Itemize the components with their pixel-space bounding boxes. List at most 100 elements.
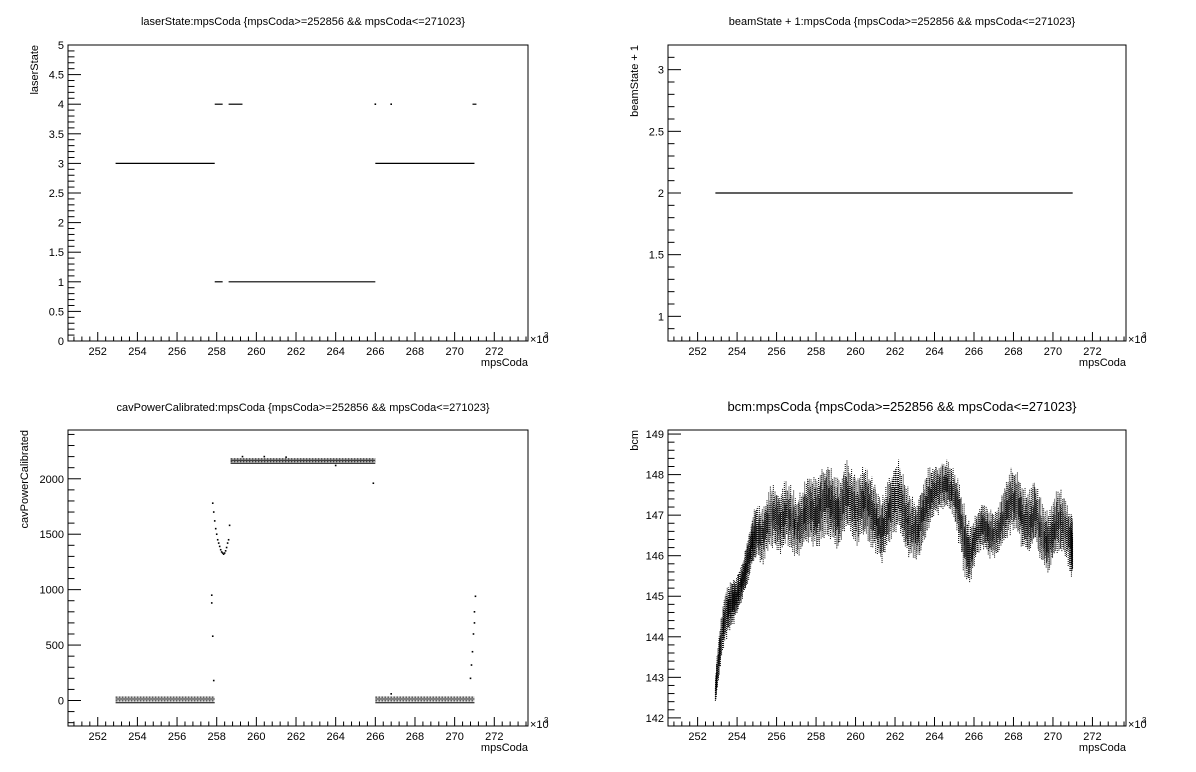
data-point [217, 542, 220, 544]
x-tick-label: 272 [485, 346, 503, 358]
x-tick-label: 252 [89, 731, 107, 743]
data-point [228, 524, 231, 527]
x-tick-label: 270 [1044, 346, 1062, 358]
x-tick-label: 264 [326, 731, 344, 743]
x-exponent-power: 3 [544, 331, 549, 340]
x-tick-label: 254 [728, 346, 746, 358]
x-axis-label: mpsCoda [1079, 357, 1127, 369]
data-point [473, 611, 476, 613]
data-point [334, 464, 337, 467]
x-tick-label: 256 [767, 346, 785, 358]
data-point [211, 635, 214, 638]
x-exponent-power: 3 [544, 716, 549, 725]
data-point [215, 533, 218, 536]
data-point [241, 455, 244, 458]
data-point [473, 622, 476, 624]
data-point [227, 538, 230, 541]
y-tick-label: 145 [646, 591, 664, 603]
data-point [220, 551, 223, 553]
y-tick-label: 5 [58, 40, 64, 52]
chart-title: bcm:mpsCoda {mpsCoda>=252856 && mpsCoda<… [727, 399, 1077, 414]
x-tick-label: 270 [445, 346, 463, 358]
pad-bcm: bcm:mpsCoda {mpsCoda>=252856 && mpsCoda<… [629, 399, 1147, 754]
x-axis-label: mpsCoda [481, 742, 529, 754]
x-tick-label: 254 [728, 731, 746, 743]
x-tick-label: 268 [406, 731, 424, 743]
x-tick-label: 258 [208, 731, 226, 743]
y-tick-label: 3.5 [49, 129, 64, 141]
y-tick-label: 1.5 [649, 250, 664, 262]
x-tick-label: 272 [1083, 346, 1101, 358]
data-point [285, 456, 287, 458]
x-tick-label: 252 [688, 346, 706, 358]
y-tick-label: 142 [646, 713, 664, 725]
data-point [390, 103, 392, 105]
data-point [214, 527, 217, 530]
x-axis-label: mpsCoda [481, 357, 529, 369]
y-axis-label: beamState + 1 [629, 45, 641, 117]
x-tick-label: 266 [366, 731, 384, 743]
y-tick-label: 4.5 [49, 70, 64, 82]
chart-title: beamState + 1:mpsCoda {mpsCoda>=252856 &… [729, 16, 1076, 28]
y-tick-label: 1500 [40, 529, 64, 541]
x-tick-label: 262 [886, 346, 904, 358]
x-tick-label: 252 [688, 731, 706, 743]
y-tick-label: 148 [646, 470, 664, 482]
data-point [212, 511, 215, 513]
x-tick-label: 256 [767, 731, 785, 743]
x-tick-label: 256 [168, 346, 186, 358]
x-tick-label: 258 [807, 731, 825, 743]
data-point [472, 633, 475, 635]
data-point [390, 693, 392, 695]
y-tick-label: 1 [58, 277, 64, 289]
y-tick-label: 2 [658, 188, 664, 200]
y-tick-label: 3 [58, 158, 64, 170]
data-point [471, 650, 474, 653]
y-tick-label: 0 [58, 336, 64, 348]
x-exponent-power: 3 [1142, 331, 1147, 340]
plot-frame [67, 429, 529, 727]
x-tick-label: 260 [846, 346, 864, 358]
x-tick-label: 264 [925, 346, 943, 358]
data-point [212, 679, 215, 682]
x-tick-label: 266 [366, 346, 384, 358]
y-axis-label: cavPowerCalibrated [19, 430, 31, 528]
x-axis-label: mpsCoda [1079, 742, 1127, 754]
x-tick-label: 254 [128, 346, 146, 358]
x-tick-label: 266 [965, 731, 983, 743]
y-tick-label: 144 [646, 632, 664, 644]
y-axis-label: bcm [629, 430, 641, 451]
y-tick-label: 147 [646, 510, 664, 522]
x-tick-label: 260 [247, 731, 265, 743]
plot-frame [67, 44, 529, 342]
y-tick-label: 2.5 [649, 126, 664, 138]
x-tick-label: 258 [208, 346, 226, 358]
chart-title: laserState:mpsCoda {mpsCoda>=252856 && m… [141, 16, 465, 28]
pad-beam-state: beamState + 1:mpsCoda {mpsCoda>=252856 &… [629, 16, 1147, 369]
data-point [374, 103, 377, 105]
data-point [218, 545, 221, 548]
x-tick-label: 268 [1004, 346, 1022, 358]
x-tick-label: 272 [1083, 731, 1101, 743]
y-tick-label: 2.5 [49, 188, 64, 200]
y-tick-label: 2000 [40, 474, 64, 486]
y-tick-label: 2 [58, 218, 64, 230]
data-point [263, 455, 266, 458]
y-tick-label: 149 [646, 429, 664, 441]
x-tick-label: 266 [965, 346, 983, 358]
y-tick-label: 0.5 [49, 306, 64, 318]
x-tick-label: 268 [406, 346, 424, 358]
data-point [470, 664, 473, 666]
y-tick-label: 1000 [40, 585, 64, 597]
data-point [225, 546, 228, 549]
x-tick-label: 254 [128, 731, 146, 743]
data-point [474, 595, 477, 598]
data-point [216, 538, 219, 541]
x-tick-label: 262 [886, 731, 904, 743]
x-tick-label: 260 [247, 346, 265, 358]
y-tick-label: 1.5 [49, 247, 64, 259]
data-point [223, 552, 226, 554]
x-tick-label: 272 [485, 731, 503, 743]
x-exponent-label: ×10 [1128, 719, 1147, 731]
